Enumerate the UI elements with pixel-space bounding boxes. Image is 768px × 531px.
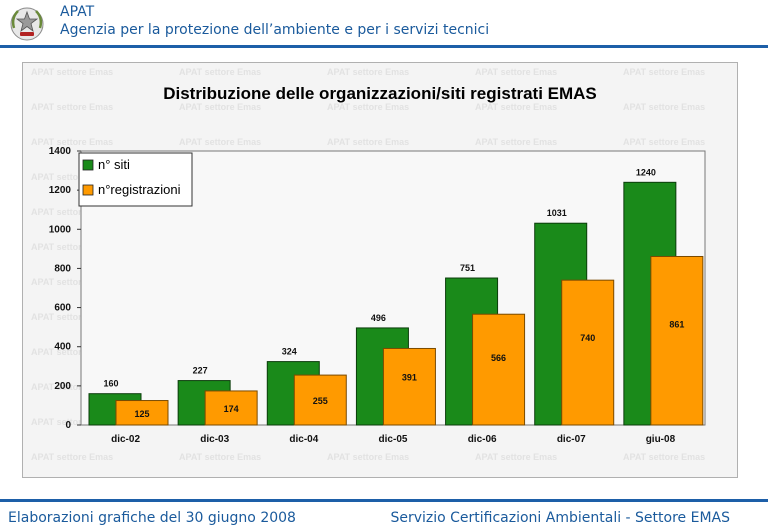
- data-label-siti: 1031: [547, 208, 567, 218]
- data-label-registrazioni: 174: [224, 404, 239, 414]
- x-tick-label: dic-07: [557, 434, 586, 445]
- y-tick-label: 1000: [49, 224, 72, 235]
- data-label-registrazioni: 255: [313, 396, 328, 406]
- legend-swatch-siti: [82, 159, 94, 171]
- bar-registrazioni: [650, 255, 704, 426]
- data-label-siti: 1240: [636, 167, 656, 177]
- watermark-text: APAT settore Emas: [31, 382, 114, 392]
- y-tick-label: 1200: [49, 185, 72, 196]
- watermark-text: APAT settore Emas: [327, 137, 410, 147]
- org-name: APAT: [60, 4, 95, 20]
- watermark-text: APAT settore Emas: [475, 67, 558, 77]
- legend-swatch-registrazioni: [82, 184, 94, 196]
- y-tick-label: 600: [54, 303, 71, 314]
- watermark-text: APAT settore Emas: [475, 452, 558, 462]
- watermark-text: APAT settore Emas: [327, 67, 410, 77]
- x-tick-label: giu-08: [646, 434, 676, 445]
- y-tick-label: 1400: [49, 146, 72, 157]
- bar-registrazioni: [382, 347, 436, 426]
- chart-frame: APAT settore Emas APAT settore Emas APAT s…: [22, 62, 738, 478]
- watermark-text: APAT settore Emas: [327, 102, 410, 112]
- y-tick-label: 200: [54, 381, 71, 392]
- bar-registrazioni: [472, 313, 526, 426]
- data-label-registrazioni: 125: [134, 409, 149, 419]
- emblem-logo: [10, 7, 44, 41]
- watermark-text: APAT settore Emas: [31, 67, 114, 77]
- watermark-text: APAT settore Emas: [31, 347, 114, 357]
- watermark-text: APAT settore Emas: [623, 452, 706, 462]
- x-tick-label: dic-06: [468, 434, 497, 445]
- watermark-text: APAT settore Emas: [623, 102, 706, 112]
- watermark-text: APAT settore Emas: [31, 207, 114, 217]
- data-label-registrazioni: 861: [669, 319, 684, 329]
- bar-chart: 0 200 400 600 800 1000 1200 1400 160 125 dic-02 227…: [49, 146, 706, 445]
- data-label-registrazioni: 566: [491, 353, 506, 363]
- header-divider: [0, 45, 768, 48]
- watermark-text: APAT settore Emas: [623, 67, 706, 77]
- footer-service-name: Servizio Certificazioni Ambientali - Set…: [390, 510, 730, 526]
- data-label-siti: 496: [371, 313, 386, 323]
- footer-divider: [0, 499, 768, 502]
- bar-registrazioni: [115, 400, 169, 426]
- x-tick-label: dic-04: [289, 434, 318, 445]
- org-full-name: Agenzia per la protezione dell’ambiente …: [60, 22, 490, 38]
- watermark-text: APAT settore Emas: [31, 312, 114, 322]
- watermark-text: APAT settore Emas: [179, 137, 262, 147]
- watermark-text: APAT settore Emas: [475, 137, 558, 147]
- watermark-text: APAT settore Emas: [31, 242, 114, 252]
- watermark-text: APAT settore Emas: [31, 417, 114, 427]
- y-tick-label: 800: [54, 263, 71, 274]
- data-label-siti: 324: [282, 347, 297, 357]
- data-label-siti: 751: [460, 263, 475, 273]
- y-tick-label: 0: [65, 420, 71, 431]
- data-label-registrazioni: 391: [402, 373, 417, 383]
- watermark-text: APAT settore Emas: [179, 452, 262, 462]
- bar-registrazioni: [293, 374, 347, 426]
- footer-date-note: Elaborazioni grafiche del 30 giugno 2008: [8, 510, 296, 526]
- header: APAT Agenzia per la protezione dell’ambi…: [0, 0, 768, 48]
- x-tick-label: dic-05: [379, 434, 408, 445]
- watermark-text: APAT settore Emas: [31, 277, 114, 287]
- watermark-text: APAT settore Emas: [179, 67, 262, 77]
- watermark-text: APAT settore Emas: [327, 452, 410, 462]
- watermark-text: APAT settore Emas: [179, 102, 262, 112]
- data-label-registrazioni: 740: [580, 333, 595, 343]
- x-tick-label: dic-02: [111, 434, 140, 445]
- legend-label-siti: n° siti: [98, 157, 130, 172]
- watermark-text: APAT settore Emas: [31, 137, 114, 147]
- legend-box: [78, 152, 193, 207]
- bar-registrazioni: [561, 279, 615, 426]
- bar-registrazioni: [204, 390, 258, 426]
- legend-label-registrazioni: n°registrazioni: [98, 182, 181, 197]
- watermark-text: APAT settore Emas: [31, 172, 114, 182]
- watermark-text: APAT settore Emas: [31, 102, 114, 112]
- watermark-text: APAT settore Emas: [31, 452, 114, 462]
- watermark-text: APAT settore Emas: [623, 137, 706, 147]
- y-tick-label: 400: [54, 342, 71, 353]
- chart-title: Distribuzione delle organizzazioni/siti …: [163, 84, 597, 103]
- data-label-siti: 160: [103, 379, 118, 389]
- data-label-siti: 227: [193, 366, 208, 376]
- watermark-text: APAT settore Emas: [475, 102, 558, 112]
- x-tick-label: dic-03: [200, 434, 229, 445]
